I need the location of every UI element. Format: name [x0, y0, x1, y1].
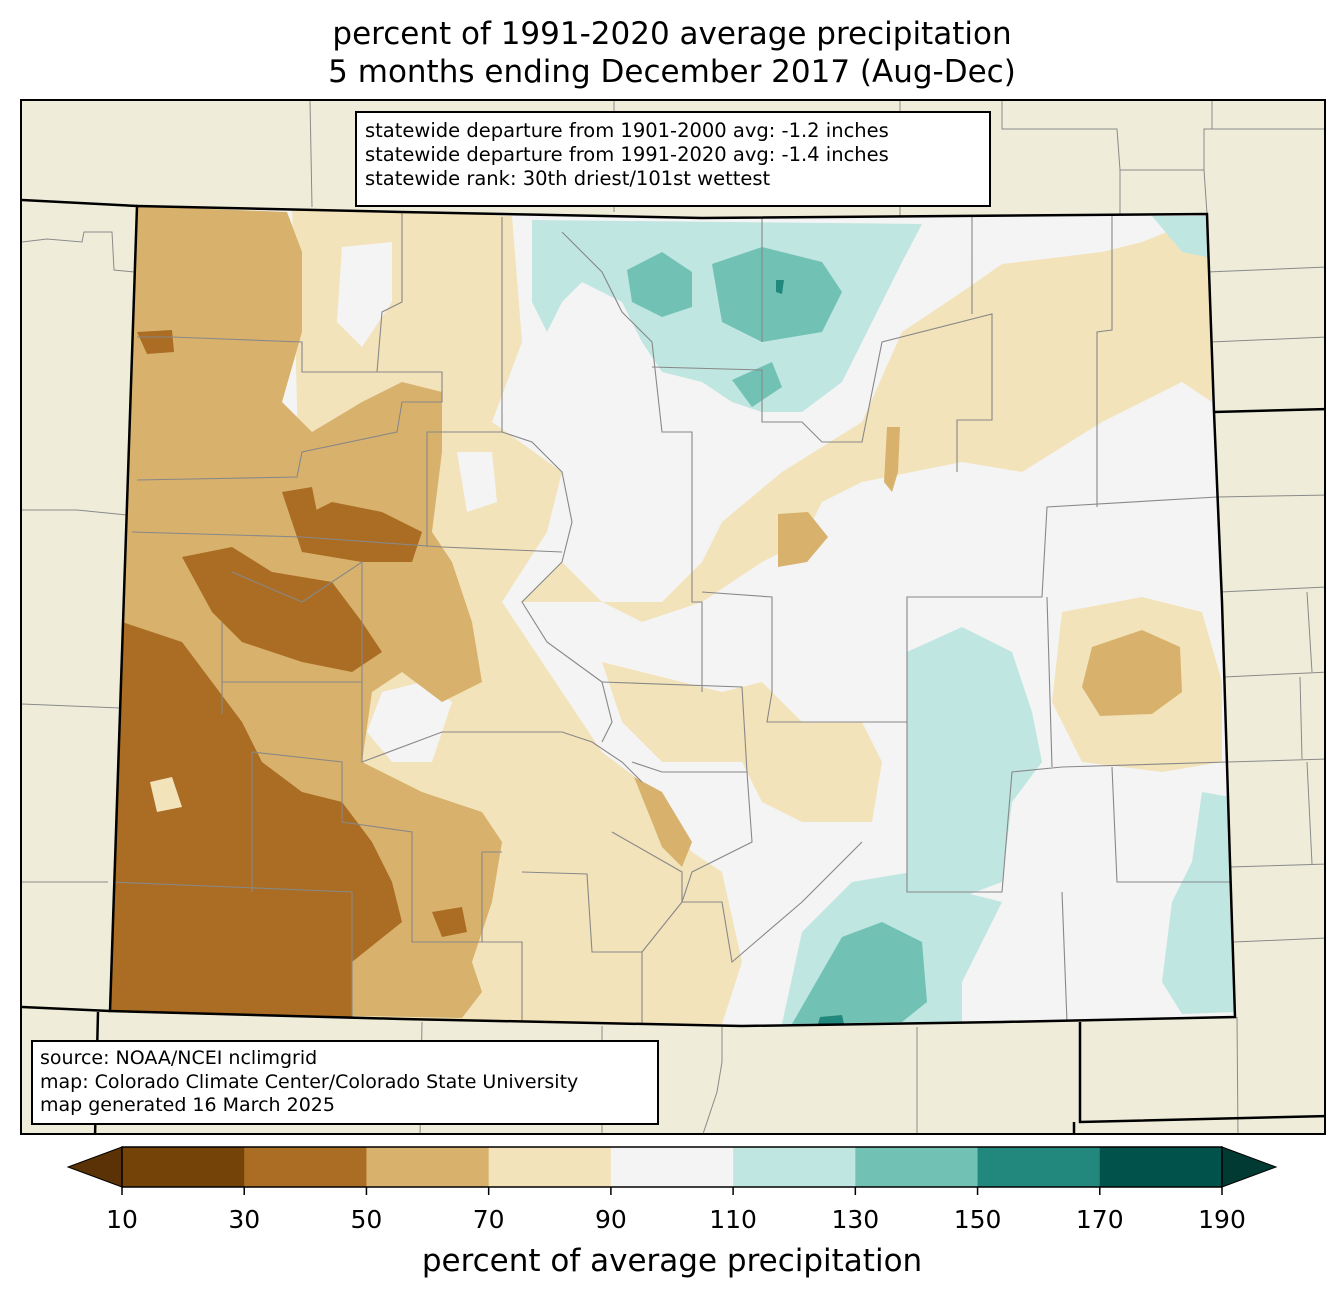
colorbar-label: percent of average precipitation	[421, 1243, 923, 1279]
colorbar-segment	[244, 1147, 367, 1187]
colorbar-tick-label: 130	[831, 1205, 880, 1234]
generated-date-line: map generated 16 March 2025	[40, 1094, 335, 1116]
colorbar-segment	[488, 1147, 612, 1187]
colorbar-tick-label: 190	[1198, 1205, 1246, 1234]
colorado-precipitation	[108, 204, 1237, 1028]
colorbar-segment	[610, 1147, 734, 1187]
stats-departure-1901-2000: statewide departure from 1901-2000 avg: …	[365, 119, 889, 142]
colorbar-tick-label: 50	[350, 1205, 383, 1234]
colorbar-tick-label: 90	[594, 1205, 627, 1234]
colorbar-segment	[366, 1147, 490, 1187]
colorbar-under-arrow	[66, 1146, 123, 1188]
colorbar-segment	[977, 1147, 1101, 1187]
colorbar-tick-label: 70	[472, 1205, 505, 1234]
state-borders	[22, 198, 1324, 1133]
colorbar-tick-label: 10	[106, 1205, 138, 1234]
map-title-line-1: percent of 1991-2020 average precipitati…	[332, 16, 1012, 52]
colorbar	[66, 1146, 1278, 1195]
map-title-line-2: 5 months ending December 2017 (Aug-Dec)	[328, 54, 1016, 90]
map-frame	[20, 99, 1326, 1135]
source-box: source: NOAA/NCEI nclimgrid map: Colorad…	[31, 1040, 659, 1125]
map-credit-line: map: Colorado Climate Center/Colorado St…	[40, 1070, 579, 1093]
colorbar-tick-label: 170	[1075, 1205, 1124, 1234]
colorbar-frame	[121, 1146, 1223, 1188]
stats-departure-1991-2020: statewide departure from 1991-2020 avg: …	[365, 143, 889, 166]
stats-rank: statewide rank: 30th driest/101st wettes…	[365, 167, 771, 190]
source-line: source: NOAA/NCEI nclimgrid	[40, 1047, 318, 1069]
colorbar-tick-label: 30	[228, 1205, 261, 1234]
colorbar-tick-label: 110	[709, 1205, 757, 1234]
colorbar-over-arrow	[1221, 1146, 1278, 1188]
colorbar-segment	[1099, 1147, 1223, 1187]
colorbar-segment	[122, 1147, 245, 1187]
colorbar-segment	[733, 1147, 856, 1187]
precipitation-map	[22, 101, 1324, 1133]
colorbar-segment	[855, 1147, 979, 1187]
statewide-stats-box: statewide departure from 1901-2000 avg: …	[355, 111, 991, 207]
colorbar-tick-label: 150	[953, 1205, 1002, 1234]
